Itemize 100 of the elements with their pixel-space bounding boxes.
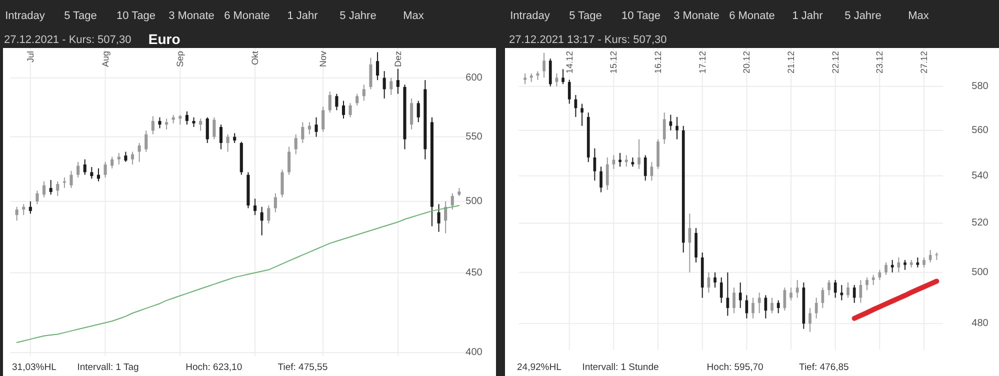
candlestick	[280, 169, 284, 198]
x-tick-label: Jul	[25, 51, 36, 63]
candlestick	[631, 156, 634, 168]
candlestick	[410, 98, 414, 130]
candlestick	[356, 93, 359, 106]
y-tick-label: 500	[972, 266, 989, 278]
candlestick	[124, 151, 128, 162]
candlestick	[922, 256, 926, 268]
candlestick	[776, 300, 780, 314]
candlestick	[834, 279, 837, 298]
text: 5 Jahre	[844, 10, 882, 22]
candlestick	[840, 284, 844, 301]
x-tick-label: 14.12	[564, 51, 574, 74]
candlestick	[151, 116, 154, 135]
candlestick	[178, 114, 182, 126]
y-tick-label: 500	[466, 196, 483, 207]
text: Intervall: 1 Stunde	[582, 362, 659, 373]
x-tick-label: Dez	[392, 50, 403, 68]
candlestick	[714, 272, 716, 288]
text: 24,92%HL	[517, 362, 562, 373]
x-tick-label: 15.12	[608, 51, 619, 74]
candlestick	[219, 124, 223, 150]
candlestick	[314, 116, 318, 138]
candlestick	[555, 72, 558, 87]
candlestick	[233, 132, 236, 144]
y-tick-label: 520	[972, 218, 989, 229]
x-tick-label: Nov	[318, 50, 328, 68]
candlestick	[49, 180, 52, 196]
x-tick-label: 23.12	[874, 51, 885, 74]
line-series	[16, 204, 460, 344]
candlestick	[752, 297, 754, 319]
candlestick	[897, 256, 900, 273]
x-tick-label: Aug	[100, 51, 110, 68]
candlestick	[416, 100, 420, 123]
candlestick	[580, 103, 584, 126]
candlestick	[260, 206, 264, 236]
candlestick	[846, 282, 850, 298]
candlestick	[165, 118, 168, 130]
text: 3 Monate	[674, 10, 720, 22]
candlestick	[872, 274, 875, 286]
candlestick	[738, 282, 742, 309]
candlestick	[70, 170, 73, 188]
x-tick-label: Okt	[250, 50, 260, 66]
candlestick	[650, 162, 654, 182]
y-tick-label: 580	[972, 80, 989, 92]
candlestick	[28, 200, 32, 214]
candlestick	[206, 116, 209, 144]
candlestick	[808, 308, 812, 332]
candlestick	[390, 77, 393, 96]
candlestick	[138, 142, 141, 162]
candlestick	[562, 68, 564, 85]
x-tick-label: 21.12	[786, 51, 796, 74]
candlestick	[662, 112, 666, 144]
candlestick	[288, 146, 291, 176]
y-tick-label: 480	[972, 318, 989, 330]
text: Intraday	[5, 10, 46, 22]
candlestick	[335, 93, 338, 111]
text: 5 Tage	[64, 10, 97, 22]
candlestick	[866, 276, 868, 291]
candlestick	[638, 138, 640, 170]
candlestick	[301, 122, 304, 144]
text: 1 Jahr	[287, 10, 318, 22]
candlestick	[732, 287, 736, 314]
candlestick	[828, 279, 830, 296]
candlestick	[524, 72, 526, 85]
candlestick	[758, 292, 761, 314]
text: 5 Tage	[569, 10, 602, 22]
x-tick-label: 20.12	[742, 51, 752, 74]
candlestick	[56, 180, 60, 196]
candlestick	[726, 272, 730, 316]
x-tick-label: Sep	[175, 51, 186, 68]
text: Hoch: 595,70	[706, 362, 764, 373]
candlestick	[294, 134, 298, 155]
x-tick-label: 27.12	[919, 51, 929, 74]
chart-subtitle: Euro	[148, 31, 180, 47]
text: Max	[908, 10, 930, 22]
text: 10 Tage	[622, 10, 660, 22]
text: Intraday	[510, 10, 550, 22]
candlestick	[158, 116, 162, 129]
text: Hoch: 623,10	[186, 362, 242, 373]
text: Tief: 475,55	[278, 362, 328, 373]
candlestick	[76, 161, 80, 178]
candlestick	[376, 52, 380, 81]
chart-title: 27.12.2021 13:17 - Kurs: 507,30	[509, 34, 667, 46]
candlestick	[192, 116, 196, 128]
x-tick-label: 16.12	[653, 51, 664, 74]
candlestick	[117, 152, 120, 165]
candlestick	[624, 154, 628, 168]
candlestick	[450, 192, 454, 210]
candlestick	[36, 190, 39, 205]
x-tick-label: 22.12	[830, 51, 840, 74]
chart-title: 27.12.2021 - Kurs: 507,30	[4, 34, 132, 46]
text: Max	[403, 10, 424, 22]
candlestick	[770, 297, 774, 314]
candlestick	[226, 134, 230, 152]
candlestick	[369, 57, 372, 90]
candlestick	[382, 70, 386, 99]
candlestick	[322, 106, 325, 132]
y-tick-label: 450	[466, 267, 483, 278]
candlestick	[928, 250, 932, 263]
